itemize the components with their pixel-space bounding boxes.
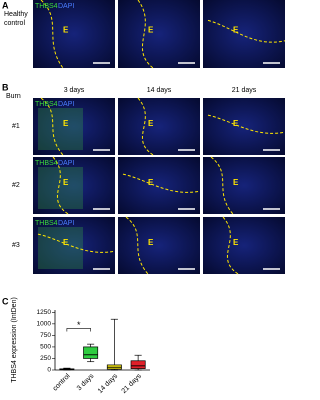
region-label: E xyxy=(63,119,69,128)
epidermis-border xyxy=(125,216,149,275)
region-label: E xyxy=(63,26,69,35)
micrograph xyxy=(33,217,115,274)
stain-label: DAPI xyxy=(58,3,74,10)
micrograph xyxy=(118,98,200,155)
x-tick-label: 21 days xyxy=(121,372,144,395)
region-label: E xyxy=(148,26,154,35)
region-label: E xyxy=(233,119,239,128)
green-signal xyxy=(38,167,83,209)
column-label: 3 days xyxy=(64,87,85,94)
column-label: 21 days xyxy=(232,87,257,94)
micrograph xyxy=(33,157,115,214)
panel-letter: A xyxy=(2,0,9,10)
significance-label: * xyxy=(77,320,81,330)
y-tick-label: 0 xyxy=(47,367,51,374)
micrograph xyxy=(203,0,285,68)
stain-label: DAPI xyxy=(58,101,74,108)
epidermis-border xyxy=(207,114,286,134)
micrograph xyxy=(118,157,200,214)
micrograph xyxy=(118,0,200,68)
epidermis-border xyxy=(207,19,286,43)
micrograph xyxy=(33,98,115,155)
panel-letter: B xyxy=(2,82,9,92)
x-tick-label: 14 days xyxy=(97,372,120,395)
stain-label: THBS4 xyxy=(35,3,58,10)
micrograph xyxy=(203,217,285,274)
x-tick-label: 3 days xyxy=(76,372,96,392)
region-label: E xyxy=(233,238,239,247)
epidermis-border xyxy=(210,156,234,215)
significance-bracket xyxy=(66,328,91,332)
stain-label: THBS4 xyxy=(35,220,58,227)
row-label: #1 xyxy=(12,123,20,130)
green-signal xyxy=(38,108,83,150)
region-label: E xyxy=(63,238,69,247)
y-tick-label: 500 xyxy=(40,344,51,351)
micrograph xyxy=(203,157,285,214)
region-label: E xyxy=(148,119,154,128)
group-label: Burn xyxy=(6,93,21,100)
region-label: E xyxy=(233,178,239,187)
epidermis-border xyxy=(137,97,154,156)
x-tick-label: control xyxy=(52,372,72,392)
box xyxy=(83,346,99,359)
stain-label: DAPI xyxy=(58,220,74,227)
micrograph xyxy=(33,0,115,68)
region-label: E xyxy=(148,178,154,187)
row-label: control xyxy=(4,20,25,27)
box xyxy=(130,360,146,369)
panel-letter: C xyxy=(2,296,9,306)
y-tick-label: 250 xyxy=(40,355,51,362)
row-label: #2 xyxy=(12,182,20,189)
epidermis-border xyxy=(37,233,116,253)
stain-label: DAPI xyxy=(58,160,74,167)
epidermis-border xyxy=(52,156,69,215)
region-label: E xyxy=(233,26,239,35)
row-label: Healthy xyxy=(4,11,28,18)
micrograph xyxy=(118,217,200,274)
y-axis-label: THBS4 expression (IntDen) xyxy=(11,297,18,383)
y-tick-label: 1250 xyxy=(37,309,52,316)
y-tick-label: 750 xyxy=(40,332,51,339)
region-label: E xyxy=(148,238,154,247)
epidermis-border xyxy=(122,173,201,193)
y-tick-label: 1000 xyxy=(37,321,52,328)
column-label: 14 days xyxy=(147,87,172,94)
epidermis-border xyxy=(222,216,239,275)
epidermis-border xyxy=(40,97,64,156)
micrograph xyxy=(203,98,285,155)
region-label: E xyxy=(63,178,69,187)
row-label: #3 xyxy=(12,242,20,249)
stain-label: THBS4 xyxy=(35,160,58,167)
stain-label: THBS4 xyxy=(35,101,58,108)
